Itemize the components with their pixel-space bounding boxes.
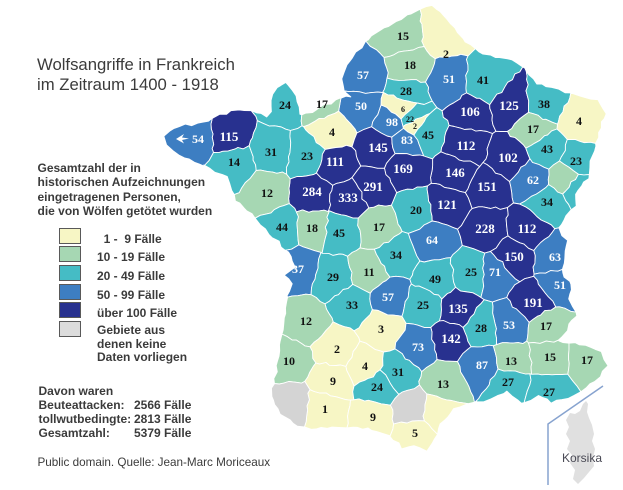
- svg-text:145: 145: [368, 140, 388, 155]
- svg-text:51: 51: [443, 72, 455, 86]
- svg-text:4: 4: [576, 114, 582, 128]
- svg-text:291: 291: [363, 179, 383, 194]
- svg-text:13: 13: [505, 354, 517, 368]
- svg-text:41: 41: [477, 73, 489, 87]
- svg-text:284: 284: [302, 184, 322, 199]
- svg-text:25: 25: [465, 265, 477, 279]
- svg-text:18: 18: [306, 221, 318, 235]
- svg-text:53: 53: [503, 318, 515, 332]
- svg-text:45: 45: [422, 128, 434, 142]
- svg-text:13: 13: [437, 377, 449, 391]
- svg-text:9: 9: [330, 374, 336, 388]
- svg-text:71: 71: [489, 265, 501, 279]
- svg-text:50: 50: [355, 99, 367, 113]
- svg-text:146: 146: [445, 165, 465, 180]
- svg-text:228: 228: [475, 221, 495, 236]
- svg-text:15: 15: [544, 350, 556, 364]
- svg-text:34: 34: [541, 195, 553, 209]
- svg-text:20: 20: [410, 203, 422, 217]
- svg-text:25: 25: [417, 298, 429, 312]
- svg-text:10: 10: [283, 354, 295, 368]
- svg-text:112: 112: [457, 138, 476, 153]
- svg-text:17: 17: [540, 319, 552, 333]
- svg-text:51: 51: [554, 278, 566, 292]
- svg-text:17: 17: [527, 122, 539, 136]
- svg-text:17: 17: [316, 97, 328, 111]
- svg-text:17: 17: [373, 220, 385, 234]
- svg-text:2: 2: [443, 47, 449, 61]
- svg-text:333: 333: [338, 190, 358, 205]
- svg-text:2: 2: [413, 122, 417, 131]
- svg-text:73: 73: [412, 340, 424, 354]
- svg-text:150: 150: [504, 249, 524, 264]
- svg-text:24: 24: [371, 380, 383, 394]
- svg-text:191: 191: [523, 295, 543, 310]
- svg-text:1: 1: [322, 402, 328, 416]
- svg-text:3: 3: [378, 322, 384, 336]
- svg-text:14: 14: [228, 155, 240, 169]
- svg-text:125: 125: [499, 98, 519, 113]
- svg-text:121: 121: [437, 197, 457, 212]
- svg-text:54: 54: [192, 132, 204, 146]
- svg-text:2: 2: [334, 342, 340, 356]
- svg-text:142: 142: [441, 331, 461, 346]
- svg-text:22: 22: [406, 115, 414, 124]
- svg-text:15: 15: [397, 29, 409, 43]
- svg-text:24: 24: [279, 98, 291, 112]
- svg-text:49: 49: [429, 272, 441, 286]
- svg-text:135: 135: [448, 301, 468, 316]
- svg-text:64: 64: [426, 233, 438, 247]
- svg-text:115: 115: [220, 129, 239, 144]
- svg-text:45: 45: [333, 226, 345, 240]
- svg-text:112: 112: [518, 221, 537, 236]
- svg-text:102: 102: [498, 150, 518, 165]
- svg-text:17: 17: [581, 353, 593, 367]
- svg-text:28: 28: [400, 84, 412, 98]
- svg-text:111: 111: [326, 154, 344, 169]
- svg-text:43: 43: [541, 142, 553, 156]
- svg-text:62: 62: [527, 173, 539, 187]
- svg-text:38: 38: [538, 97, 550, 111]
- svg-text:34: 34: [390, 248, 402, 262]
- svg-text:31: 31: [392, 365, 404, 379]
- svg-text:98: 98: [386, 115, 398, 129]
- svg-text:28: 28: [475, 321, 487, 335]
- svg-text:57: 57: [357, 68, 369, 82]
- svg-text:29: 29: [327, 270, 339, 284]
- svg-text:33: 33: [346, 298, 358, 312]
- svg-text:12: 12: [261, 186, 273, 200]
- svg-text:9: 9: [370, 410, 376, 424]
- svg-text:83: 83: [401, 133, 413, 147]
- svg-text:31: 31: [265, 145, 277, 159]
- svg-text:57: 57: [382, 290, 394, 304]
- svg-text:6: 6: [401, 105, 405, 114]
- svg-text:27: 27: [502, 375, 514, 389]
- svg-text:151: 151: [477, 179, 497, 194]
- svg-text:18: 18: [404, 58, 416, 72]
- svg-text:23: 23: [570, 154, 582, 168]
- svg-text:106: 106: [460, 104, 480, 119]
- svg-text:11: 11: [363, 265, 374, 279]
- svg-text:23: 23: [301, 149, 313, 163]
- svg-text:4: 4: [329, 125, 335, 139]
- svg-text:169: 169: [393, 161, 413, 176]
- svg-text:27: 27: [543, 385, 555, 399]
- svg-text:12: 12: [300, 314, 312, 328]
- svg-text:63: 63: [549, 250, 561, 264]
- svg-text:37: 37: [292, 262, 304, 276]
- svg-text:4: 4: [362, 359, 368, 373]
- svg-text:5: 5: [412, 426, 418, 440]
- svg-text:44: 44: [276, 220, 288, 234]
- svg-text:87: 87: [476, 358, 488, 372]
